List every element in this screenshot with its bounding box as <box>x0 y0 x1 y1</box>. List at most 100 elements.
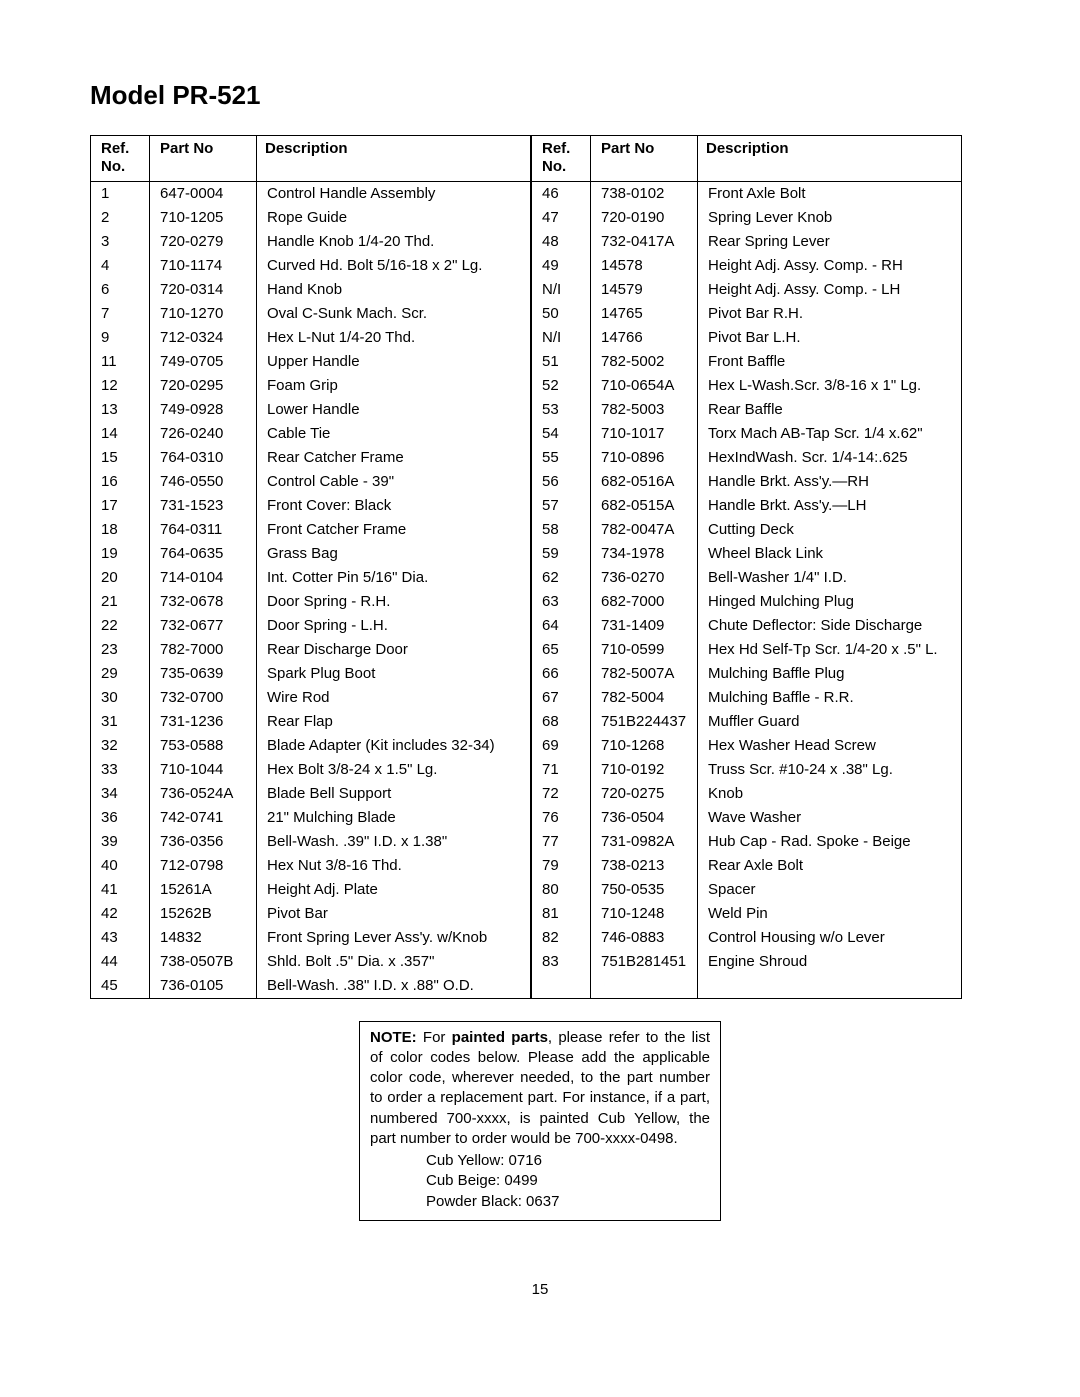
cell-ref: 65 <box>532 638 591 662</box>
cell-ref: 30 <box>91 686 150 710</box>
cell-part: 751B281451 <box>591 950 698 974</box>
cell-part: 764-0635 <box>150 542 257 566</box>
cell-ref: 62 <box>532 566 591 590</box>
cell-ref: 22 <box>91 614 150 638</box>
cell-desc: Handle Brkt. Ass'y.—RH <box>698 470 962 494</box>
table-row: 52710-0654AHex L-Wash.Scr. 3/8-16 x 1" L… <box>532 374 962 398</box>
cell-part: 647-0004 <box>150 181 257 206</box>
cell-part: 746-0550 <box>150 470 257 494</box>
cell-desc: Front Catcher Frame <box>257 518 531 542</box>
cell-desc: Hand Knob <box>257 278 531 302</box>
cell-desc: Blade Bell Support <box>257 782 531 806</box>
cell-ref: 55 <box>532 446 591 470</box>
table-row: 4314832Front Spring Lever Ass'y. w/Knob <box>91 926 531 950</box>
cell-part: 710-1268 <box>591 734 698 758</box>
cell-ref: 76 <box>532 806 591 830</box>
table-row: 14726-0240Cable Tie <box>91 422 531 446</box>
cell-ref: 58 <box>532 518 591 542</box>
cell-ref: 36 <box>91 806 150 830</box>
cell-desc: Rear Spring Lever <box>698 230 962 254</box>
cell-desc: Height Adj. Assy. Comp. - LH <box>698 278 962 302</box>
cell-part: 749-0705 <box>150 350 257 374</box>
cell-desc: Hex Washer Head Screw <box>698 734 962 758</box>
table-row: 69710-1268Hex Washer Head Screw <box>532 734 962 758</box>
cell-part: 710-0192 <box>591 758 698 782</box>
cell-desc: Oval C-Sunk Mach. Scr. <box>257 302 531 326</box>
cell-ref: 49 <box>532 254 591 278</box>
parts-table-right: Ref.No. Part No Description 46738-0102Fr… <box>531 135 962 999</box>
cell-ref: 42 <box>91 902 150 926</box>
cell-ref: 33 <box>91 758 150 782</box>
cell-ref: 31 <box>91 710 150 734</box>
cell-ref: 80 <box>532 878 591 902</box>
cell-ref: 48 <box>532 230 591 254</box>
table-row: 53782-5003Rear Baffle <box>532 398 962 422</box>
cell-ref: 1 <box>91 181 150 206</box>
cell-desc: Mulching Baffle - R.R. <box>698 686 962 710</box>
cell-part: 15262B <box>150 902 257 926</box>
cell-part: 738-0102 <box>591 181 698 206</box>
table-row: 67782-5004Mulching Baffle - R.R. <box>532 686 962 710</box>
cell-ref: 46 <box>532 181 591 206</box>
cell-part: 736-0270 <box>591 566 698 590</box>
cell-desc: Rear Catcher Frame <box>257 446 531 470</box>
cell-ref: 57 <box>532 494 591 518</box>
cell-ref: 2 <box>91 206 150 230</box>
cell-desc: Hex L-Nut 1/4-20 Thd. <box>257 326 531 350</box>
cell-desc: Cable Tie <box>257 422 531 446</box>
cell-ref: 82 <box>532 926 591 950</box>
table-row: 55710-0896HexIndWash. Scr. 1/4-14:.625 <box>532 446 962 470</box>
cell-desc: Engine Shroud <box>698 950 962 974</box>
cell-desc: Grass Bag <box>257 542 531 566</box>
cell-part: 742-0741 <box>150 806 257 830</box>
table-row: 19764-0635Grass Bag <box>91 542 531 566</box>
cell-desc: Front Axle Bolt <box>698 181 962 206</box>
cell-part: 731-1236 <box>150 710 257 734</box>
cell-desc: Hex Bolt 3/8-24 x 1.5" Lg. <box>257 758 531 782</box>
cell-part: 14766 <box>591 326 698 350</box>
cell-part: 746-0883 <box>591 926 698 950</box>
cell-part: 710-1017 <box>591 422 698 446</box>
table-row: 40712-0798Hex Nut 3/8-16 Thd. <box>91 854 531 878</box>
cell-desc: HexIndWash. Scr. 1/4-14:.625 <box>698 446 962 470</box>
table-row: 59734-1978Wheel Black Link <box>532 542 962 566</box>
table-row: 22732-0677Door Spring - L.H. <box>91 614 531 638</box>
table-row: 72720-0275Knob <box>532 782 962 806</box>
cell-desc: 21" Mulching Blade <box>257 806 531 830</box>
cell-ref: 11 <box>91 350 150 374</box>
cell-desc: Truss Scr. #10-24 x .38" Lg. <box>698 758 962 782</box>
table-row: 82746-0883Control Housing w/o Lever <box>532 926 962 950</box>
cell-part: 14578 <box>591 254 698 278</box>
cell-desc: Hex Hd Self-Tp Scr. 1/4-20 x .5" L. <box>698 638 962 662</box>
cell-desc: Control Cable - 39" <box>257 470 531 494</box>
cell-part: 736-0356 <box>150 830 257 854</box>
cell-ref: 34 <box>91 782 150 806</box>
cell-part: 682-0516A <box>591 470 698 494</box>
table-row: 51782-5002Front Baffle <box>532 350 962 374</box>
cell-desc: Hex Nut 3/8-16 Thd. <box>257 854 531 878</box>
table-row: 23782-7000Rear Discharge Door <box>91 638 531 662</box>
table-row: 63682-7000Hinged Mulching Plug <box>532 590 962 614</box>
table-row: 5014765Pivot Bar R.H. <box>532 302 962 326</box>
cell-ref: N/I <box>532 278 591 302</box>
table-row: 64731-1409Chute Deflector: Side Discharg… <box>532 614 962 638</box>
parts-tables: Ref.No. Part No Description 1647-0004Con… <box>90 135 990 999</box>
table-row: 54710-1017Torx Mach AB-Tap Scr. 1/4 x.62… <box>532 422 962 446</box>
cell-desc: Knob <box>698 782 962 806</box>
cell-part: 749-0928 <box>150 398 257 422</box>
cell-part: 731-1523 <box>150 494 257 518</box>
table-row: 32753-0588Blade Adapter (Kit includes 32… <box>91 734 531 758</box>
cell-part: 734-1978 <box>591 542 698 566</box>
cell-desc: Bell-Wash. .38" I.D. x .88" O.D. <box>257 974 531 999</box>
note-box: NOTE: For painted parts, please refer to… <box>359 1021 721 1221</box>
cell-ref: 72 <box>532 782 591 806</box>
cell-part: 731-1409 <box>591 614 698 638</box>
note-painted: painted parts <box>452 1029 548 1046</box>
cell-ref: 77 <box>532 830 591 854</box>
cell-ref: 52 <box>532 374 591 398</box>
cell-part: 731-0982A <box>591 830 698 854</box>
color-code-line: Cub Yellow: 0716 <box>426 1151 710 1171</box>
table-row: 15764-0310Rear Catcher Frame <box>91 446 531 470</box>
cell-ref: 7 <box>91 302 150 326</box>
cell-desc: Hinged Mulching Plug <box>698 590 962 614</box>
